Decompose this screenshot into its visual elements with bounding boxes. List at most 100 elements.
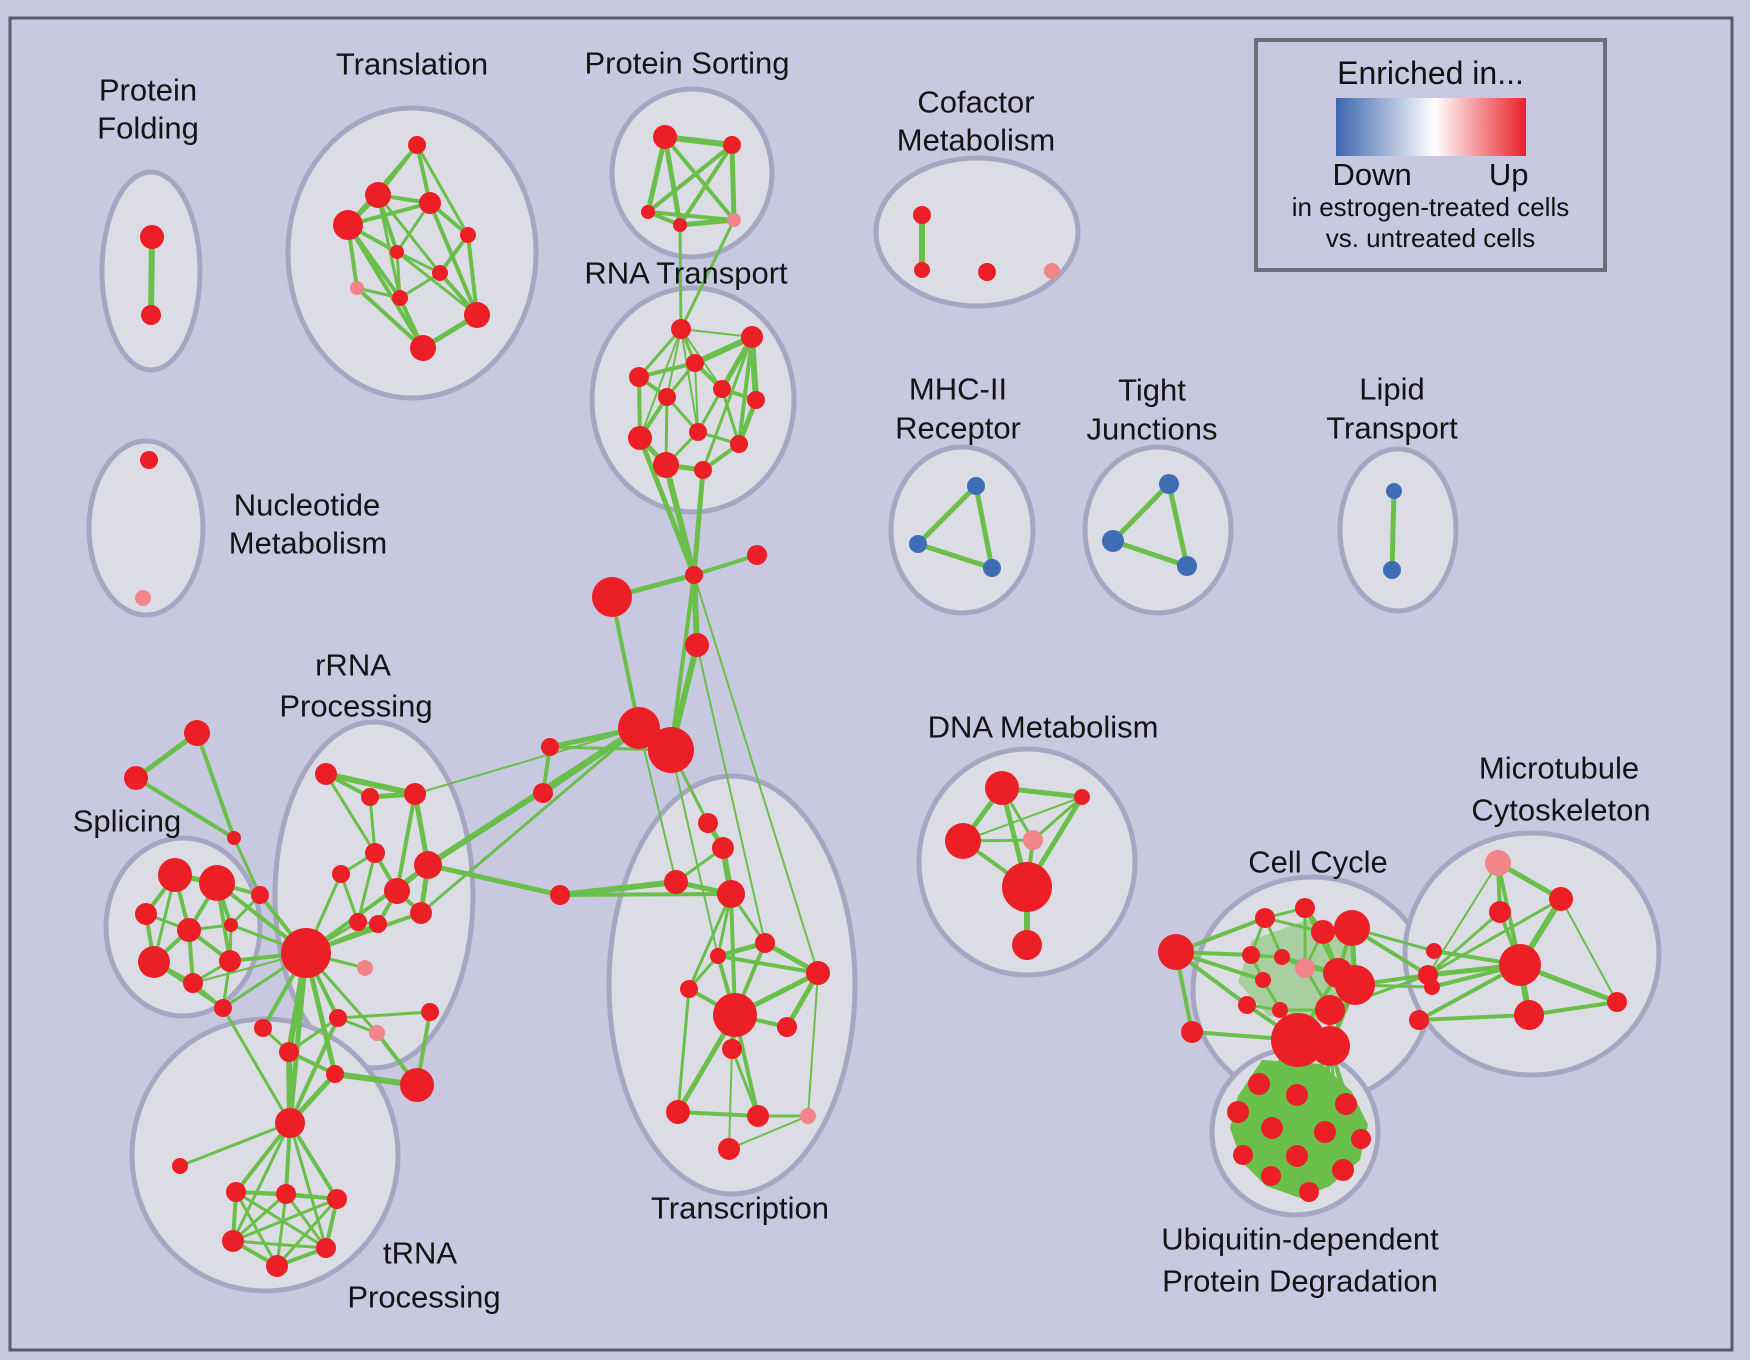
geneset-node-cc14 [1315, 995, 1345, 1025]
cluster-label-dna-metabolism-line1: DNA Metabolism [928, 710, 1159, 745]
edge-tx12-tx13 [676, 1110, 760, 1118]
geneset-node-tj1 [1159, 474, 1179, 494]
edge-mt3-cc18 [1426, 910, 1502, 977]
cluster-label-transcription-line1: Transcription [651, 1191, 829, 1226]
geneset-node-nm2 [135, 590, 151, 606]
geneset-node-rt9 [628, 426, 652, 450]
edge-r1-r3 [323, 771, 418, 797]
geneset-node-ub7 [1351, 1129, 1371, 1149]
cluster-ellipse-rrna-processing [272, 719, 476, 1071]
geneset-node-tx4 [717, 880, 745, 908]
edge-ps1-ps4 [662, 134, 683, 228]
geneset-node-cc15 [1181, 1021, 1203, 1043]
geneset-node-ub10 [1261, 1166, 1281, 1186]
geneset-node-sp7 [183, 973, 203, 993]
cluster-label-cofactor-metabolism-line2: Metabolism [897, 123, 1056, 158]
geneset-node-ps5 [727, 213, 741, 227]
geneset-node-sp1 [158, 858, 192, 892]
geneset-node-tx1 [698, 813, 718, 833]
geneset-node-tri3 [227, 831, 241, 845]
geneset-node-ps4 [673, 218, 687, 232]
geneset-node-ps3 [641, 205, 655, 219]
edge-tn4-tn6 [275, 1197, 339, 1268]
geneset-node-r20 [400, 1068, 434, 1102]
geneset-node-r18 [421, 1003, 439, 1021]
cluster-label-protein-sorting-line1: Protein Sorting [584, 46, 789, 81]
geneset-node-m3 [685, 633, 709, 657]
legend: Enriched in... Down Up in estrogen-treat… [1254, 38, 1607, 272]
cluster-label-nucleotide-metabolism-line2: Metabolism [229, 526, 388, 561]
edge-ps1-ps3 [645, 134, 668, 215]
edge-j1-tw2 [669, 573, 696, 752]
edge-tn3-tn6 [275, 1192, 288, 1268]
cluster-label-microtubule-cytoskeleton-line1: Microtubule [1479, 751, 1639, 786]
geneset-node-cc11 [1255, 972, 1271, 988]
geneset-node-tx8 [806, 961, 830, 985]
geneset-node-r6 [384, 878, 410, 904]
geneset-node-r8 [349, 913, 367, 931]
geneset-node-sp6 [138, 946, 170, 978]
geneset-node-tn6 [266, 1255, 288, 1277]
geneset-node-tx5 [755, 933, 775, 953]
edge-tx6-tx8 [716, 954, 820, 975]
legend-title: Enriched in... [1337, 55, 1524, 91]
edge-tw1-r3 [414, 727, 640, 795]
legend-gradient-bar [1335, 98, 1526, 156]
geneset-node-ub11 [1332, 1159, 1354, 1181]
geneset-node-cc6 [1242, 946, 1260, 964]
edge-tw1-r10 [419, 726, 641, 915]
geneset-node-r12 [254, 1019, 272, 1037]
geneset-node-cc7 [1274, 949, 1290, 965]
cluster-label-tight-junctions-line1: Tight [1118, 373, 1186, 408]
edge-m1-tw1 [610, 595, 641, 730]
geneset-node-ub1 [1248, 1073, 1270, 1095]
cluster-ellipse-cofactor-metabolism [873, 155, 1081, 309]
geneset-node-t2 [365, 182, 391, 208]
edge-m6-r7 [425, 862, 563, 898]
edge-ps1-ps5 [663, 135, 736, 222]
geneset-node-ub4 [1227, 1101, 1249, 1123]
edge-ps3-ps5 [646, 210, 736, 222]
edge-t3-t10 [428, 201, 479, 317]
geneset-node-dm4 [1023, 830, 1043, 850]
geneset-node-mt2 [1549, 887, 1573, 911]
edge-ps2-ps5 [729, 142, 737, 223]
geneset-node-mt9 [1514, 1000, 1544, 1030]
edge-rt2-rt10 [737, 335, 754, 446]
geneset-node-ub5 [1261, 1117, 1283, 1139]
geneset-node-tj2 [1102, 530, 1124, 552]
geneset-node-r4 [365, 843, 385, 863]
geneset-node-rt10 [730, 435, 748, 453]
geneset-node-tx14 [800, 1108, 816, 1124]
geneset-node-rt12 [694, 461, 712, 479]
geneset-node-cf3 [978, 263, 996, 281]
edge-dm2-dm4 [1031, 795, 1084, 842]
edge-ps2-ps3 [646, 143, 734, 214]
edge-hub-trh [287, 950, 309, 1126]
geneset-node-tx6 [710, 948, 726, 964]
cluster-label-mhc-ii-receptor-line1: MHC-II [909, 372, 1007, 407]
edge-mh1-mh2 [915, 483, 979, 547]
edge-tri2-tri3 [134, 776, 236, 840]
geneset-node-rt7 [747, 391, 765, 409]
cluster-label-trna-processing-line2: Processing [347, 1280, 500, 1315]
edge-t6-t10 [395, 250, 479, 317]
geneset-node-sp5 [224, 918, 238, 932]
edge-tj1-tj2 [1110, 481, 1172, 544]
cluster-ellipse-lipid-transport [1337, 446, 1459, 614]
geneset-node-t8 [350, 281, 364, 295]
geneset-node-mt3 [1489, 901, 1511, 923]
edge-tx11-tx13 [730, 1047, 760, 1118]
edge-mh2-mh3 [915, 541, 995, 571]
geneset-node-mh3 [983, 559, 1001, 577]
cluster-label-lipid-transport-line1: Lipid [1359, 372, 1425, 407]
edge-rt1-rt8 [680, 328, 699, 433]
geneset-node-t5 [460, 227, 476, 243]
geneset-node-rt2 [741, 326, 763, 348]
cluster-ellipse-tight-junctions [1082, 444, 1234, 616]
geneset-node-t7 [432, 265, 448, 281]
cluster-label-lipid-transport-line2: Transport [1326, 411, 1458, 446]
geneset-node-mt1 [1485, 850, 1511, 876]
geneset-node-cc10 [1335, 965, 1375, 1005]
network-nodes [124, 125, 1627, 1277]
